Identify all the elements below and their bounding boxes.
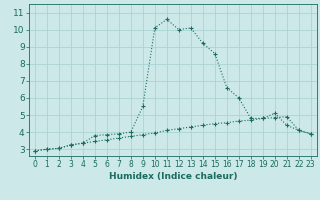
X-axis label: Humidex (Indice chaleur): Humidex (Indice chaleur) [108, 172, 237, 181]
